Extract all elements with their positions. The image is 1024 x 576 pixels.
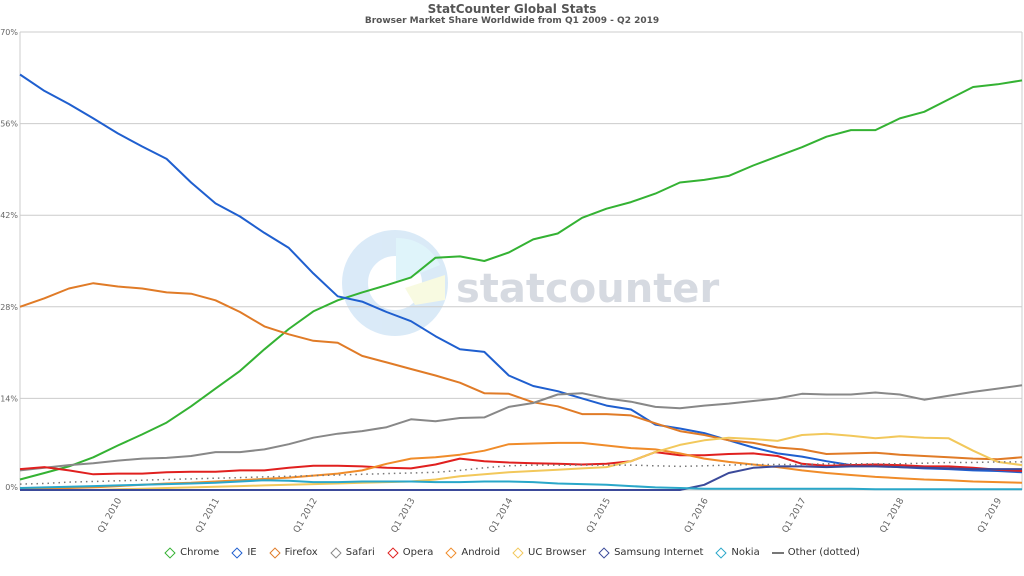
legend-label: Opera: [402, 547, 434, 558]
y-tick-label: 28%: [0, 303, 18, 312]
diamond-marker-icon: [387, 546, 399, 559]
legend-item-samsung-internet[interactable]: Samsung Internet: [598, 546, 704, 559]
legend-item-other-dotted[interactable]: Other (dotted): [771, 547, 860, 558]
legend-label: UC Browser: [528, 547, 587, 558]
series-opera[interactable]: [19, 451, 1023, 476]
legend-label: Safari: [345, 547, 375, 558]
y-tick-label: 70%: [0, 28, 18, 37]
legend: Chrome IE Firefox Safari Opera Android UC Brow…: [0, 546, 1024, 559]
gridlines: 0% 14% 28% 42% 56% 70%: [0, 28, 1022, 492]
series-uc-browser[interactable]: [20, 432, 1023, 491]
legend-item-nokia[interactable]: Nokia: [715, 546, 760, 559]
diamond-marker-icon: [598, 546, 610, 559]
series-nokia[interactable]: [19, 479, 1022, 491]
legend-label: Samsung Internet: [614, 547, 704, 558]
line-marker-icon: [771, 551, 784, 554]
x-tick-label: Q1 2017: [781, 497, 809, 535]
line-chart: statcounter 0% 14% 28% 42% 56% 70% Q1 2010 Q1 …: [0, 28, 1023, 535]
y-tick-label: 42%: [0, 211, 18, 220]
statcounter-watermark: statcounter: [342, 230, 719, 336]
legend-item-uc-browser[interactable]: UC Browser: [512, 546, 587, 559]
legend-item-opera[interactable]: Opera: [387, 546, 434, 559]
legend-label: Chrome: [180, 547, 220, 558]
legend-item-chrome[interactable]: Chrome: [164, 546, 220, 559]
x-tick-label: Q1 2014: [487, 496, 515, 535]
legend-item-firefox[interactable]: Firefox: [268, 546, 318, 559]
legend-item-safari[interactable]: Safari: [330, 546, 375, 559]
legend-item-ie[interactable]: IE: [231, 546, 257, 559]
x-tick-label: Q1 2016: [683, 496, 711, 535]
series-other[interactable]: [19, 461, 1022, 485]
chart-title: StatCounter Global Stats: [427, 2, 597, 16]
x-tick-label: Q1 2011: [194, 497, 222, 535]
y-tick-label: 0%: [5, 483, 18, 492]
legend-label: Firefox: [284, 547, 318, 558]
y-tick-label: 14%: [0, 394, 18, 403]
legend-label: Other (dotted): [787, 547, 860, 558]
chart-subtitle: Browser Market Share Worldwide from Q1 2…: [364, 16, 660, 26]
legend-label: Nokia: [731, 547, 760, 558]
x-tick-label: Q1 2012: [292, 497, 320, 535]
diamond-marker-icon: [445, 546, 458, 559]
legend-item-android[interactable]: Android: [445, 546, 501, 559]
diamond-marker-icon: [715, 546, 728, 559]
diamond-marker-icon: [164, 546, 176, 559]
series-samsung-internet[interactable]: [20, 465, 1022, 491]
x-tick-label: Q1 2013: [390, 497, 418, 535]
svg-text:statcounter: statcounter: [456, 266, 719, 312]
diamond-marker-icon: [231, 546, 244, 559]
x-tick-label: Q1 2015: [585, 497, 613, 535]
series-lines: [19, 73, 1023, 491]
diamond-marker-icon: [268, 546, 281, 559]
series-firefox[interactable]: [19, 282, 1023, 461]
diamond-marker-icon: [512, 546, 524, 559]
x-tick-label: Q1 2019: [976, 496, 1004, 535]
legend-label: Android: [461, 547, 501, 558]
diamond-marker-icon: [330, 546, 342, 559]
x-tick-label: Q1 2018: [878, 496, 906, 535]
legend-label: IE: [247, 547, 257, 558]
x-tick-label: Q1 2010: [96, 496, 124, 535]
y-tick-label: 56%: [0, 120, 18, 129]
series-safari[interactable]: [19, 384, 1023, 472]
series-chrome[interactable]: [19, 79, 1023, 481]
